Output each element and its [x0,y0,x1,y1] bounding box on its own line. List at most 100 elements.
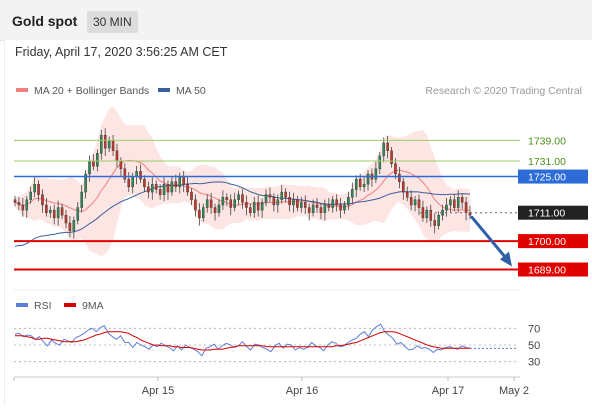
level-label-box-1689.00 [518,262,588,277]
candle [139,164,142,184]
candle [190,188,193,205]
candle-body [347,197,350,206]
candle [331,195,334,213]
candle [17,196,21,211]
candle-body [25,199,29,211]
level-label-1689.00: 1689.00 [528,265,566,277]
candle [56,200,60,226]
time-tick-label-May 2: May 2 [499,385,529,397]
candle-body [45,204,48,213]
ma50-legend-swatch [158,88,170,92]
candle-body [268,194,272,198]
time-tick-label-Apr 16: Apr 16 [286,385,318,397]
candle-body [103,135,107,149]
candle-body [335,199,338,206]
candle-body [33,184,36,193]
candle [343,201,346,214]
candle-body [162,184,166,195]
candle-body [41,194,44,206]
interval-selector[interactable]: 30 MIN [87,11,138,33]
candle-body [421,207,425,219]
candle-body [17,202,21,206]
candle-body [460,197,464,203]
candle-body [72,220,76,231]
candle-body [245,202,248,208]
candle [100,129,103,160]
candle-body [131,176,134,188]
candle [201,203,205,222]
candle-body [49,209,52,213]
level-label-1711.00: 1711.00 [528,208,565,220]
candle [170,176,174,196]
bollinger-legend-swatch [16,88,28,92]
candle-body [21,204,25,211]
candle-body [88,160,91,175]
candle-body [209,199,213,208]
candle [264,189,268,207]
candle [386,136,389,159]
candle-body [119,160,123,170]
level-label-1725.00: 1725.00 [528,172,566,184]
candle [151,177,154,200]
candle [296,195,299,212]
candle-body [331,199,334,208]
candle [339,197,342,218]
candle-body [382,142,385,157]
candle [249,203,252,217]
candle [25,195,29,218]
candle-body [453,199,456,208]
candle [425,206,429,224]
candle [429,204,433,227]
rsi-ma-legend-label: 9MA [82,300,104,312]
candle-body [205,199,209,208]
candle-body [178,176,182,188]
candle-body [56,207,60,219]
candle-body [260,202,264,211]
candle-body [276,199,280,206]
candle [327,197,331,212]
candle [402,177,405,200]
candle-body [409,197,413,206]
candle-body [264,194,268,203]
candle [445,197,448,217]
candle [311,199,315,217]
candle [252,196,256,218]
candle [335,194,338,212]
candle-body [107,140,111,149]
time-tick-label-Apr 17: Apr 17 [432,385,464,397]
ma50-line [14,181,471,247]
candle-body [362,184,366,188]
candle-body [386,142,389,151]
level-label-box-1700.00 [518,234,588,249]
candle [292,192,295,213]
projection-arrow-head [500,251,512,267]
candle [382,137,385,163]
candle-body [221,197,225,206]
candle-body [390,150,393,164]
candle-body [198,209,201,219]
projection-arrow-shaft [470,215,510,263]
candle [260,198,264,218]
candle [284,188,287,203]
candle [378,152,382,174]
candle [245,195,248,216]
candle-body [166,184,170,193]
candle [41,189,44,213]
candle [241,189,244,209]
candle [209,192,213,214]
candle [405,186,409,202]
candle [319,203,323,220]
candle [49,206,52,218]
candle-body [249,207,252,213]
candle-body [366,173,370,185]
chart-header: Gold spot 30 MIN [0,0,592,41]
candle [272,193,276,212]
candle-body [217,204,221,213]
candle [158,184,162,200]
level-label-1739.00: 1739.00 [528,135,566,147]
candle-body [378,155,382,170]
candle [453,194,456,212]
candle [417,194,421,216]
rsi-level-label-50: 50 [528,340,540,352]
candle-body [100,135,103,154]
